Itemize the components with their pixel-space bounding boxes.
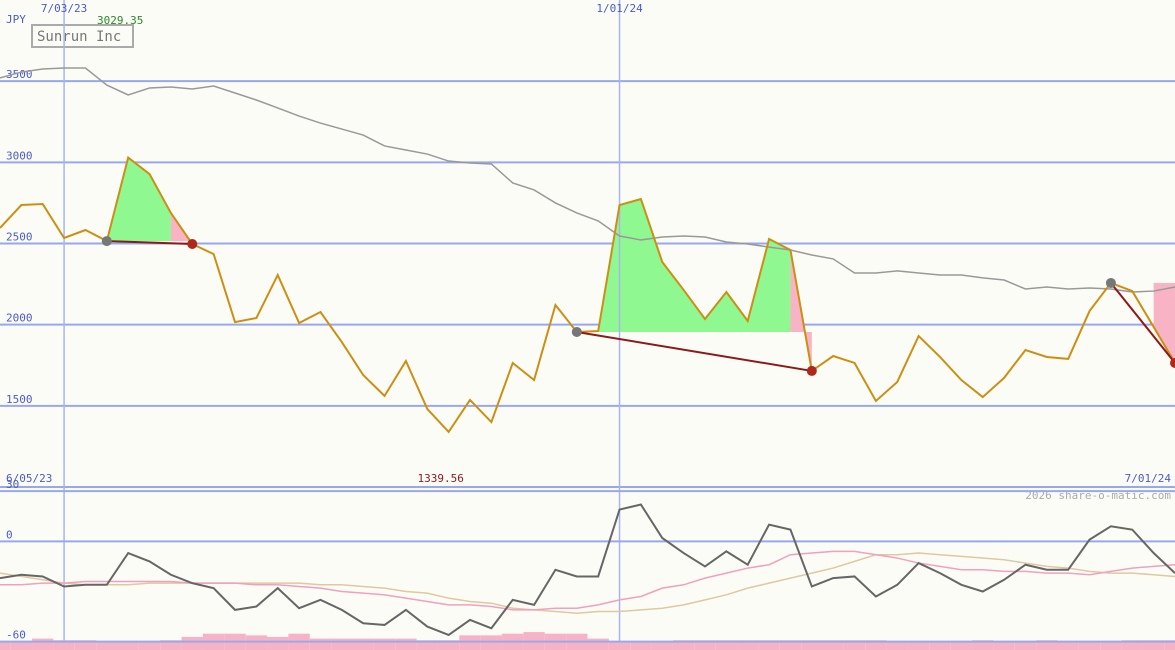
volume-bar <box>53 640 75 650</box>
entry-dot <box>101 236 112 247</box>
volume-bar <box>480 635 503 650</box>
trade-line <box>576 330 812 372</box>
volume-bar <box>886 641 908 650</box>
volume-bar <box>1057 641 1079 650</box>
volume-bar <box>309 638 332 650</box>
loss-area <box>1153 282 1175 363</box>
volume-bar <box>181 636 203 650</box>
unit-label: JPY <box>6 13 26 26</box>
volume-bar <box>1164 640 1175 650</box>
volume-bar <box>715 640 738 650</box>
y-tick-label: -60 <box>6 629 26 642</box>
volume-bar <box>779 640 802 650</box>
entry-dot <box>571 326 582 337</box>
volume-bar <box>758 640 780 650</box>
start-date: 6/05/23 <box>6 472 52 485</box>
gain-area <box>106 157 171 242</box>
volume-bar <box>245 635 268 650</box>
series-line <box>0 550 1175 611</box>
title-box <box>31 24 134 48</box>
low-label: 1339.56 <box>417 472 463 485</box>
volume-bar <box>672 640 695 650</box>
y-tick-label: 1500 <box>6 393 33 406</box>
x-tick-label: 1/01/24 <box>596 2 643 15</box>
volume-bar <box>737 640 759 650</box>
entry-dot <box>1105 277 1116 288</box>
volume-bar <box>822 640 844 650</box>
volume-bar <box>416 640 438 650</box>
y-tick-label: 0 <box>6 528 13 541</box>
x-tick-label: 7/03/23 <box>41 2 87 15</box>
volume-bar <box>587 638 609 650</box>
volume-bar <box>651 641 673 650</box>
volume-bar <box>138 641 161 650</box>
y-tick-label: 3000 <box>6 149 33 162</box>
volume-bar <box>74 640 97 650</box>
volume-bar <box>993 641 1015 650</box>
exit-dot <box>806 365 817 376</box>
volume-bar <box>117 641 139 650</box>
volume-bar <box>395 638 417 650</box>
volume-bar <box>1014 641 1037 650</box>
chart-title: Sunrun Inc <box>37 29 121 45</box>
y-tick-label: 2500 <box>6 231 33 244</box>
volume-bar <box>352 638 374 650</box>
watermark: 2026 share-o-matic.com <box>1025 489 1171 502</box>
volume-bar <box>160 640 182 650</box>
volume-bar <box>929 641 951 650</box>
volume-bar <box>972 640 994 650</box>
volume-bar <box>0 641 11 650</box>
volume-bar <box>694 640 716 650</box>
volume-bar <box>10 641 33 650</box>
volume-bar <box>437 640 460 650</box>
volume-bar <box>1142 640 1165 650</box>
volume-bar <box>1100 641 1122 650</box>
gain-area <box>576 199 791 332</box>
volume-bar <box>907 641 930 650</box>
y-tick-label: 2000 <box>6 312 33 325</box>
volume-bar <box>950 641 973 650</box>
volume-bar <box>32 638 54 650</box>
exit-dot <box>1170 357 1175 368</box>
series-line <box>0 155 1175 434</box>
volume-bar <box>865 640 887 650</box>
end-date: 7/01/24 <box>1125 472 1172 485</box>
volume-bar <box>459 635 481 650</box>
volume-bar <box>608 641 631 650</box>
volume-bar <box>331 638 353 650</box>
volume-bar <box>843 640 866 650</box>
volume-bar <box>1121 640 1143 650</box>
volume-bar <box>1036 640 1058 650</box>
trade-line <box>106 240 193 245</box>
volume-bar <box>801 640 823 650</box>
high-label: 3029.35 <box>97 14 143 27</box>
series-line <box>0 67 1175 293</box>
series-line <box>0 503 1175 637</box>
volume-bar <box>630 641 652 650</box>
volume-bar <box>373 638 396 650</box>
trade-line <box>1110 282 1175 364</box>
exit-dot <box>187 238 198 249</box>
volume-bar <box>96 641 118 650</box>
volume-bar <box>267 636 289 650</box>
volume-bar <box>1078 641 1101 650</box>
y-tick-label: 30 <box>6 478 19 491</box>
